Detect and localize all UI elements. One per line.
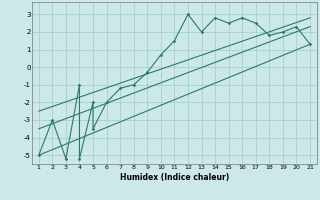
X-axis label: Humidex (Indice chaleur): Humidex (Indice chaleur) (120, 173, 229, 182)
